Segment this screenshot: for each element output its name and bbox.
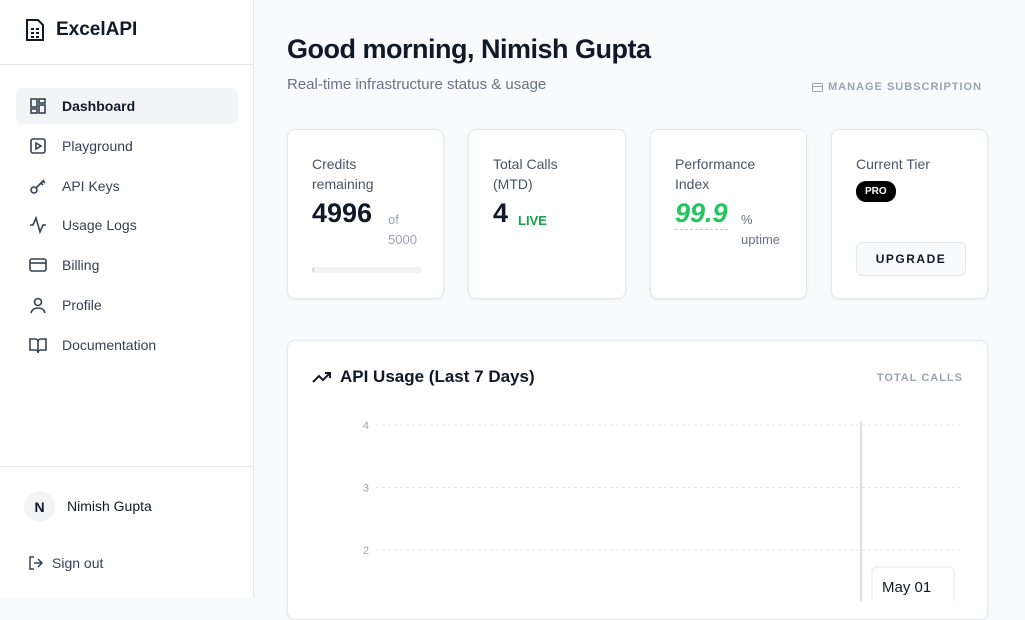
nav-icon: [30, 297, 46, 314]
nav-item[interactable]: Profile: [16, 287, 238, 323]
nav-item[interactable]: Dashboard: [16, 88, 238, 124]
nav-label: Profile: [62, 297, 102, 313]
page: ExcelAPI Dashboard Playground API Keys Usag…: [0, 0, 988, 620]
brand-icon: [26, 19, 44, 41]
y-tick-label: 2: [363, 545, 369, 557]
credits-of: of: [388, 212, 399, 227]
nav-icon: [29, 258, 47, 272]
live-badge: LIVE: [518, 213, 547, 228]
card-label: Performance Index: [675, 156, 756, 192]
nav-label: Usage Logs: [62, 217, 137, 234]
manage-subscription[interactable]: MANAGE SUBSCRIPTION: [812, 81, 982, 93]
y-tick-label: 4: [363, 420, 369, 432]
tooltip-label: May 01: [882, 579, 931, 596]
card-label: Current Tier: [856, 156, 930, 172]
user-name: Nimish Gupta: [67, 498, 152, 514]
chart: 2 3 4 May 01: [363, 420, 960, 601]
nav-label: Billing: [62, 257, 100, 274]
performance-value: 99.9: [675, 198, 728, 230]
nav-icon: [30, 179, 46, 194]
chart-header: API Usage (Last 7 Days): [312, 367, 535, 387]
brand-name: ExcelAPI: [56, 19, 138, 40]
upgrade-button[interactable]: UPGRADE: [856, 242, 966, 276]
performance-unit: % uptime: [741, 212, 781, 247]
nav-label: API Keys: [62, 177, 120, 194]
nav-label: Dashboard: [62, 98, 136, 114]
nav-item[interactable]: Billing: [16, 247, 238, 283]
card-icon: [812, 82, 823, 92]
divider: [0, 64, 253, 65]
credits-value: 4996: [312, 198, 373, 228]
page-title: Good morning, Nimish Gupta: [287, 34, 651, 64]
divider: [0, 466, 253, 467]
calls-value: 4: [493, 198, 509, 228]
page-subtitle: Real-time infrastructure status & usage: [287, 76, 547, 93]
chart-legend: TOTAL CALLS: [876, 372, 963, 384]
sign-out-icon: [29, 556, 44, 570]
sidebar: ExcelAPI Dashboard Playground API Keys Usag…: [0, 0, 254, 598]
usage-card: API Usage (Last 7 Days) TOTAL CALLS 2 3 4 M…: [287, 340, 988, 620]
credits-card: Credits remaining 4996 of 5000: [287, 129, 444, 299]
avatar: N: [24, 491, 55, 522]
nav-icon: [29, 337, 47, 353]
nav-label: Documentation: [62, 336, 157, 353]
sign-out-label: Sign out: [52, 555, 104, 571]
progress-track: [312, 267, 422, 273]
credits-total: 5000: [388, 232, 417, 247]
nav-item[interactable]: Documentation: [16, 327, 238, 363]
card-label: Total Calls (MTD): [493, 156, 558, 192]
sign-out[interactable]: Sign out: [28, 555, 103, 571]
nav-item[interactable]: Usage Logs: [16, 207, 238, 243]
nav-icon: [30, 137, 46, 154]
brand[interactable]: ExcelAPI: [24, 18, 137, 42]
card-label: Credits remaining: [312, 156, 374, 192]
tooltip-box: [871, 566, 955, 601]
performance-card: Performance Index 99.9 % uptime: [650, 129, 807, 299]
chart-title: API Usage (Last 7 Days): [340, 367, 535, 386]
calls-card: Total Calls (MTD) 4 LIVE: [468, 129, 626, 299]
nav-icon: [30, 98, 46, 114]
trend-icon: [312, 372, 331, 383]
y-tick-label: 3: [363, 483, 369, 495]
manage-subscription-label: MANAGE SUBSCRIPTION: [828, 81, 983, 93]
nav-item[interactable]: Playground: [16, 128, 238, 164]
nav-icon: [30, 216, 46, 235]
tier-card: Current Tier PRO UPGRADE: [831, 129, 988, 299]
tier-badge: PRO: [856, 181, 896, 202]
nav-label: Playground: [62, 137, 133, 154]
nav-item[interactable]: API Keys: [16, 168, 238, 204]
